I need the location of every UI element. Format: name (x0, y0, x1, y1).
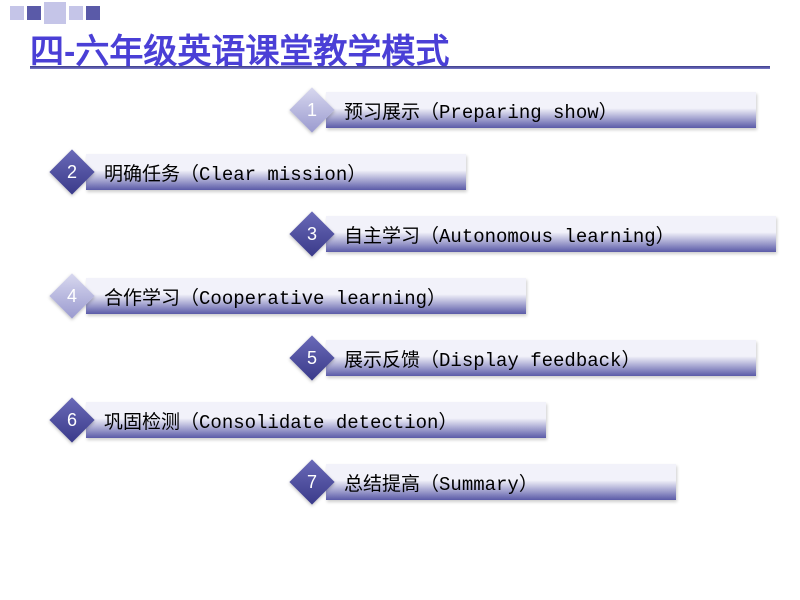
step-label-en: （Consolidate detection） (180, 407, 457, 434)
header-square (69, 6, 83, 20)
step-label-en: （Display feedback） (420, 345, 640, 372)
step-diamond: 1 (290, 88, 334, 132)
step-bar: 展示反馈（Display feedback） (326, 340, 756, 376)
step-label-zh: 明确任务 (104, 159, 180, 186)
step-bar: 总结提高（Summary） (326, 464, 676, 500)
step-label-zh: 预习展示 (344, 97, 420, 124)
step-label-en: （Autonomous learning） (420, 221, 675, 248)
step-diamond: 2 (50, 150, 94, 194)
step-label-en: （Cooperative learning） (180, 283, 446, 310)
list-row: 1预习展示（Preparing show） (0, 88, 800, 150)
list-item: 6巩固检测（Consolidate detection） (50, 398, 546, 442)
step-label-en: （Preparing show） (420, 97, 618, 124)
step-number: 4 (50, 274, 94, 318)
item-list: 1预习展示（Preparing show）2明确任务（Clear mission… (0, 88, 800, 522)
title-underline (30, 66, 770, 69)
header-square (86, 6, 100, 20)
step-bar: 巩固检测（Consolidate detection） (86, 402, 546, 438)
step-label-zh: 巩固检测 (104, 407, 180, 434)
header-square (10, 6, 24, 20)
step-label-en: （Clear mission） (180, 159, 366, 186)
list-row: 3自主学习（Autonomous learning） (0, 212, 800, 274)
step-number: 7 (290, 460, 334, 504)
list-item: 4合作学习（Cooperative learning） (50, 274, 526, 318)
list-row: 5展示反馈（Display feedback） (0, 336, 800, 398)
step-bar: 自主学习（Autonomous learning） (326, 216, 776, 252)
step-number: 2 (50, 150, 94, 194)
list-row: 6巩固检测（Consolidate detection） (0, 398, 800, 460)
step-bar: 合作学习（Cooperative learning） (86, 278, 526, 314)
step-diamond: 5 (290, 336, 334, 380)
step-bar: 预习展示（Preparing show） (326, 92, 756, 128)
step-diamond: 4 (50, 274, 94, 318)
step-label-en: （Summary） (420, 469, 538, 496)
step-number: 3 (290, 212, 334, 256)
step-number: 1 (290, 88, 334, 132)
step-label-zh: 合作学习 (104, 283, 180, 310)
list-row: 4合作学习（Cooperative learning） (0, 274, 800, 336)
step-diamond: 3 (290, 212, 334, 256)
header-square (27, 6, 41, 20)
header-square (44, 2, 66, 24)
step-label-zh: 自主学习 (344, 221, 420, 248)
step-label-zh: 总结提高 (344, 469, 420, 496)
list-item: 7总结提高（Summary） (290, 460, 676, 504)
list-item: 1预习展示（Preparing show） (290, 88, 756, 132)
list-item: 5展示反馈（Display feedback） (290, 336, 756, 380)
step-label-zh: 展示反馈 (344, 345, 420, 372)
step-number: 6 (50, 398, 94, 442)
step-number: 5 (290, 336, 334, 380)
list-row: 7总结提高（Summary） (0, 460, 800, 522)
step-bar: 明确任务（Clear mission） (86, 154, 466, 190)
step-diamond: 7 (290, 460, 334, 504)
list-row: 2明确任务（Clear mission） (0, 150, 800, 212)
list-item: 2明确任务（Clear mission） (50, 150, 466, 194)
list-item: 3自主学习（Autonomous learning） (290, 212, 776, 256)
step-diamond: 6 (50, 398, 94, 442)
